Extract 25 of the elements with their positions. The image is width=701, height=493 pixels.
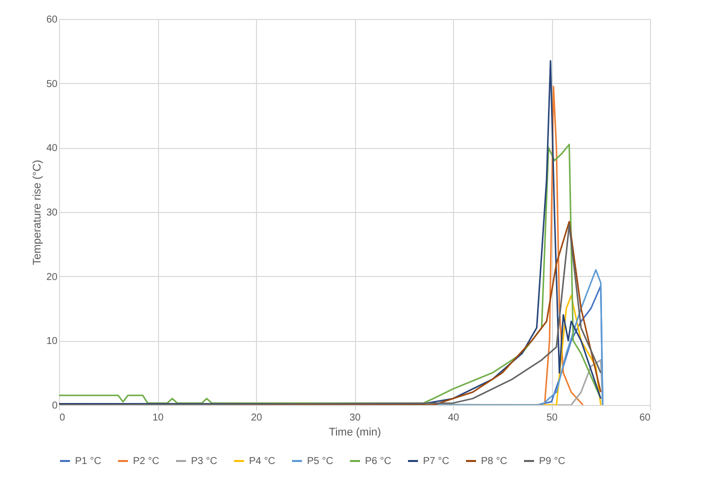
x-tick-label: 30: [349, 412, 361, 424]
x-tick-label: 60: [639, 412, 651, 424]
x-tick-label: 0: [60, 412, 66, 424]
y-tick-label: 30: [46, 208, 58, 218]
legend-label: P9 °C: [539, 456, 566, 467]
legend-label: P6 °C: [365, 456, 392, 467]
legend-label: P2 °C: [133, 456, 160, 467]
legend-label: P3 °C: [191, 456, 218, 467]
y-tick-label: 20: [46, 272, 58, 283]
y-tick-label: 50: [46, 78, 58, 90]
y-tick-label: 0: [52, 400, 58, 412]
x-tick-label: 50: [546, 412, 558, 424]
x-tick-label: 20: [250, 412, 262, 424]
legend-label: P5 °C: [307, 456, 334, 467]
legend-label: P4 °C: [249, 456, 276, 467]
legend-label: P1 °C: [75, 456, 102, 467]
legend-label: P7 °C: [423, 456, 450, 467]
y-tick-label: 40: [46, 143, 58, 154]
x-axis-title: Time (min): [328, 426, 382, 438]
y-tick-label: 10: [46, 336, 58, 348]
y-axis-title: Temperature rise (°C): [31, 160, 44, 266]
x-tick-label: 40: [448, 412, 460, 424]
y-tick-label: 60: [46, 14, 58, 26]
legend-label: P8 °C: [481, 456, 508, 467]
x-tick-label: 10: [152, 412, 164, 424]
